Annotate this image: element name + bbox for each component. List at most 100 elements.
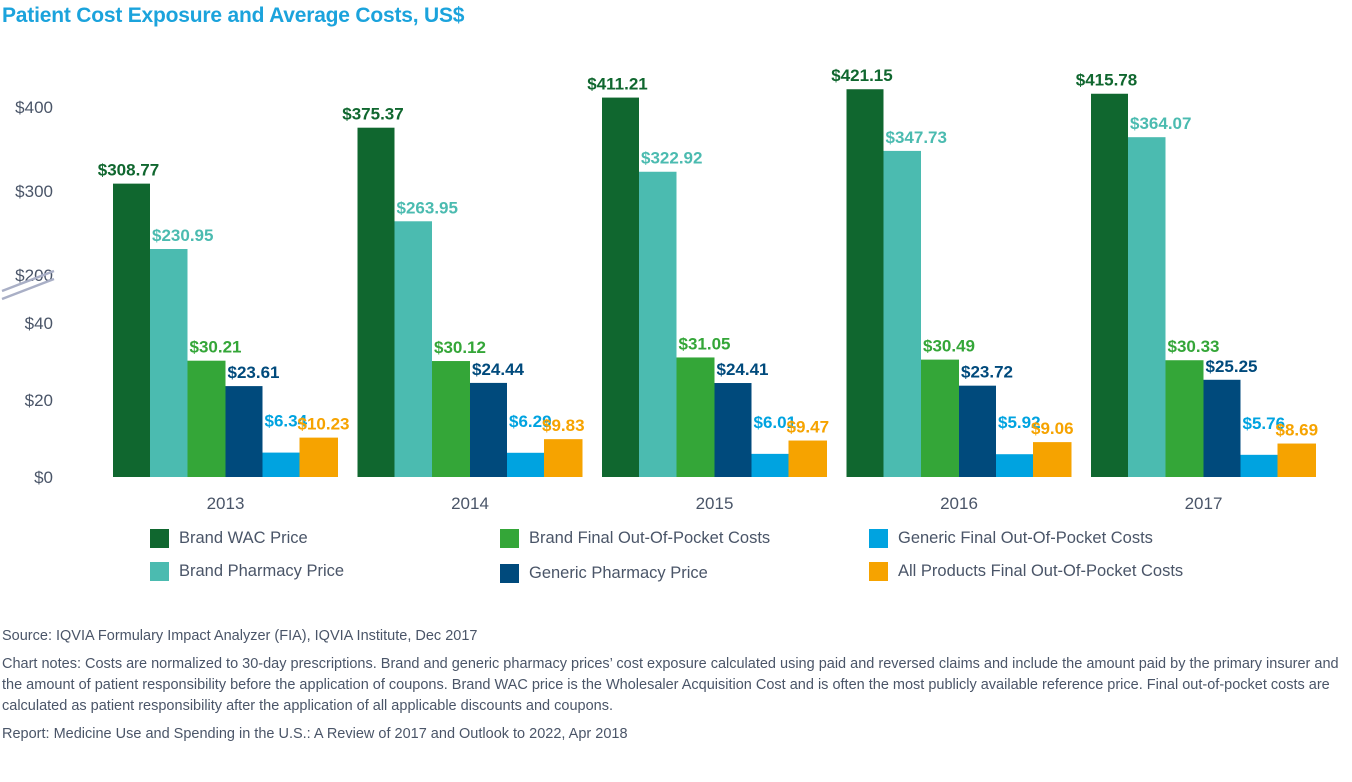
bar-value-label: $6.34 bbox=[265, 412, 308, 431]
report-note: Report: Medicine Use and Spending in the… bbox=[2, 726, 628, 742]
legend-swatch bbox=[500, 529, 519, 548]
bar bbox=[394, 221, 432, 477]
legend-item-generic-final-oop: Generic Final Out-Of-Pocket Costs bbox=[869, 529, 1153, 548]
bar-value-label: $31.05 bbox=[679, 334, 731, 353]
bar-value-label: $30.49 bbox=[923, 337, 975, 356]
bar bbox=[1165, 360, 1204, 477]
bar-value-label: $24.41 bbox=[717, 360, 769, 379]
bar-value-label: $308.77 bbox=[98, 161, 159, 180]
bar-value-label: $230.95 bbox=[152, 226, 213, 245]
bar bbox=[262, 452, 300, 477]
bar-value-label: $6.29 bbox=[509, 412, 552, 431]
x-tick-label: 2015 bbox=[696, 494, 734, 513]
y-axis: $0 $20 $40 $200 $300 $400 bbox=[15, 98, 53, 487]
bar-value-label: $6.01 bbox=[754, 413, 797, 432]
legend-label: Generic Pharmacy Price bbox=[529, 564, 708, 582]
bar bbox=[751, 453, 789, 477]
x-tick-label: 2013 bbox=[207, 494, 245, 513]
bar-value-label: $9.06 bbox=[1031, 419, 1074, 438]
chart-title: Patient Cost Exposure and Average Costs,… bbox=[2, 4, 465, 27]
bar bbox=[1128, 137, 1166, 477]
bar-value-label: $364.07 bbox=[1130, 114, 1191, 133]
chart-notes: Source: IQVIA Formulary Impact Analyzer … bbox=[2, 626, 1342, 745]
bar bbox=[113, 183, 150, 478]
bars bbox=[113, 89, 1316, 478]
bar-value-label: $9.83 bbox=[542, 416, 585, 435]
bar bbox=[507, 452, 544, 477]
legend: Brand WAC Price Brand Pharmacy Price Bra… bbox=[150, 525, 1300, 591]
y-tick-label: $200 bbox=[15, 266, 53, 285]
legend-label: All Products Final Out-Of-Pocket Costs bbox=[898, 562, 1184, 580]
bar-value-label: $5.92 bbox=[998, 413, 1041, 432]
bar-value-label: $8.69 bbox=[1276, 421, 1319, 440]
x-axis: 2013 2014 2015 2016 2017 bbox=[207, 494, 1223, 513]
bar-value-label: $30.12 bbox=[434, 338, 486, 357]
bar-value-label: $10.23 bbox=[298, 415, 350, 434]
legend-label: Brand Final Out-Of-Pocket Costs bbox=[529, 529, 771, 547]
bar bbox=[357, 127, 395, 477]
source-note: Source: IQVIA Formulary Impact Analyzer … bbox=[2, 628, 478, 644]
bar-value-label: $375.37 bbox=[342, 105, 403, 124]
bar bbox=[788, 440, 827, 477]
legend-label: Brand Pharmacy Price bbox=[179, 562, 345, 580]
bar bbox=[470, 382, 507, 477]
y-tick-label: $0 bbox=[34, 468, 53, 487]
bar-value-label: $24.44 bbox=[472, 360, 525, 379]
legend-swatch bbox=[869, 562, 888, 581]
bar bbox=[959, 385, 996, 477]
bar-chart: $0 $20 $40 $200 $300 $400 $308.77 $230.95 $30.2… bbox=[1, 66, 1318, 513]
bar bbox=[996, 454, 1033, 477]
bar bbox=[639, 171, 677, 477]
legend-swatch bbox=[150, 529, 169, 548]
value-labels: $308.77 $230.95 $30.21 $23.61 $6.34$10.23 $37… bbox=[98, 66, 1318, 439]
bar-value-label: $322.92 bbox=[641, 149, 702, 168]
x-tick-label: 2017 bbox=[1185, 494, 1223, 513]
bar-value-label: $25.25 bbox=[1206, 357, 1258, 376]
bar bbox=[299, 437, 338, 477]
bar-value-label: $421.15 bbox=[831, 66, 892, 85]
legend-swatch bbox=[500, 564, 519, 583]
bar bbox=[1277, 443, 1316, 477]
bar bbox=[150, 249, 188, 477]
legend-item-all-products-final-oop: All Products Final Out-Of-Pocket Costs bbox=[869, 562, 1183, 581]
bar-value-label: $411.21 bbox=[587, 75, 648, 94]
y-tick-label: $40 bbox=[25, 314, 53, 333]
bar bbox=[602, 97, 639, 477]
legend-item-brand-final-oop: Brand Final Out-Of-Pocket Costs bbox=[500, 529, 770, 548]
bar bbox=[846, 89, 884, 477]
legend-label: Brand WAC Price bbox=[179, 529, 308, 547]
bar bbox=[714, 383, 752, 477]
bar bbox=[1203, 379, 1241, 477]
legend-item-brand-pharmacy-price: Brand Pharmacy Price bbox=[150, 562, 344, 581]
bar bbox=[921, 359, 959, 477]
legend-item-generic-pharmacy-price: Generic Pharmacy Price bbox=[500, 564, 708, 583]
bar bbox=[676, 357, 715, 477]
bar bbox=[883, 150, 921, 477]
x-tick-label: 2014 bbox=[451, 494, 489, 513]
bar bbox=[1091, 93, 1128, 477]
bar bbox=[432, 361, 470, 477]
axis-break-icon bbox=[1, 269, 55, 301]
bar-value-label: $9.47 bbox=[787, 418, 830, 437]
bar bbox=[187, 360, 226, 477]
legend-swatch bbox=[869, 529, 888, 548]
bar-value-label: $415.78 bbox=[1076, 71, 1137, 90]
legend-swatch bbox=[150, 562, 169, 581]
bar-value-label: $263.95 bbox=[397, 198, 458, 217]
y-tick-label: $300 bbox=[15, 182, 53, 201]
bar bbox=[544, 439, 583, 477]
y-tick-label: $400 bbox=[15, 98, 53, 117]
bar bbox=[1033, 442, 1072, 477]
bar bbox=[225, 386, 263, 477]
bar-value-label: $23.72 bbox=[961, 363, 1013, 382]
y-tick-label: $20 bbox=[25, 391, 53, 410]
bar-value-label: $30.21 bbox=[190, 338, 242, 357]
x-tick-label: 2016 bbox=[940, 494, 978, 513]
bar-value-label: $23.61 bbox=[228, 363, 280, 382]
legend-label: Generic Final Out-Of-Pocket Costs bbox=[898, 529, 1153, 547]
bar-value-label: $5.76 bbox=[1243, 414, 1286, 433]
bar bbox=[1240, 454, 1278, 477]
legend-item-brand-wac-price: Brand WAC Price bbox=[150, 529, 308, 548]
bar-value-label: $30.33 bbox=[1168, 337, 1220, 356]
chart-notes-text: Chart notes: Costs are normalized to 30-… bbox=[2, 656, 1339, 714]
